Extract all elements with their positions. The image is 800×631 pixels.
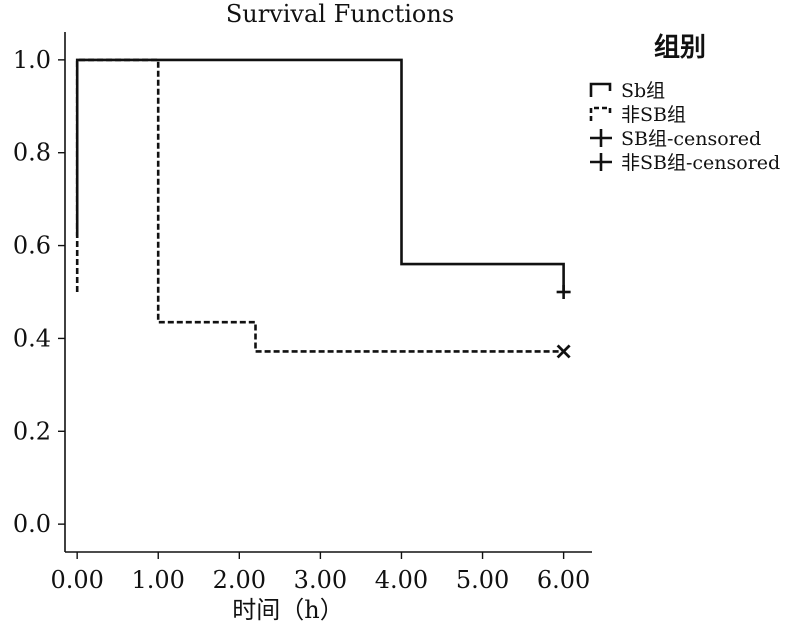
x-tick-label: 3.00 <box>294 566 347 594</box>
series-group <box>75 58 565 353</box>
y-tick-label: 0.6 <box>13 232 51 260</box>
x-axis: 0.00 1.00 2.00 3.00 4.00 5.00 6.00 <box>50 551 592 594</box>
series-line-0 <box>75 58 565 292</box>
legend-entry-1: 非SB组 <box>589 104 686 126</box>
x-tick-label: 2.00 <box>213 566 266 594</box>
legend-label: 非SB组 <box>621 104 686 126</box>
x-tick-label: 0.00 <box>50 566 103 594</box>
censored-marker-x <box>556 344 571 359</box>
y-tick-label: 0.8 <box>13 139 51 167</box>
y-tick-label: 0.4 <box>13 324 51 352</box>
x-tick-label: 5.00 <box>456 566 509 594</box>
x-tick-label: 6.00 <box>537 566 590 594</box>
x-tick-label: 1.00 <box>132 566 185 594</box>
legend-swatch-plus <box>590 129 612 147</box>
legend-title: 组别 <box>654 32 706 63</box>
legend-swatch-plus <box>590 153 612 171</box>
censored-marker-plus <box>556 285 571 299</box>
x-axis-label: 时间（h） <box>232 596 343 624</box>
y-tick-label: 1.0 <box>13 46 51 74</box>
y-tick-label: 0.0 <box>13 510 51 538</box>
series-line-1 <box>75 58 564 353</box>
legend-entry-0: Sb组 <box>589 80 665 102</box>
legend-label: Sb组 <box>621 80 665 102</box>
y-axis: 0.0 0.2 0.4 0.6 0.8 1.0 <box>13 32 66 552</box>
legend-entry-2: SB组-censored <box>590 128 761 150</box>
censored-markers <box>556 285 571 359</box>
legend-label: SB组-censored <box>621 128 761 150</box>
legend-label: 非SB组-censored <box>621 152 780 174</box>
x-tick-label: 4.00 <box>375 566 428 594</box>
chart-title: Survival Functions <box>226 0 454 28</box>
legend-swatch <box>589 106 612 121</box>
y-tick-label: 0.2 <box>13 417 51 445</box>
legend-swatch <box>589 82 612 97</box>
legend-entry-3: 非SB组-censored <box>590 152 780 174</box>
